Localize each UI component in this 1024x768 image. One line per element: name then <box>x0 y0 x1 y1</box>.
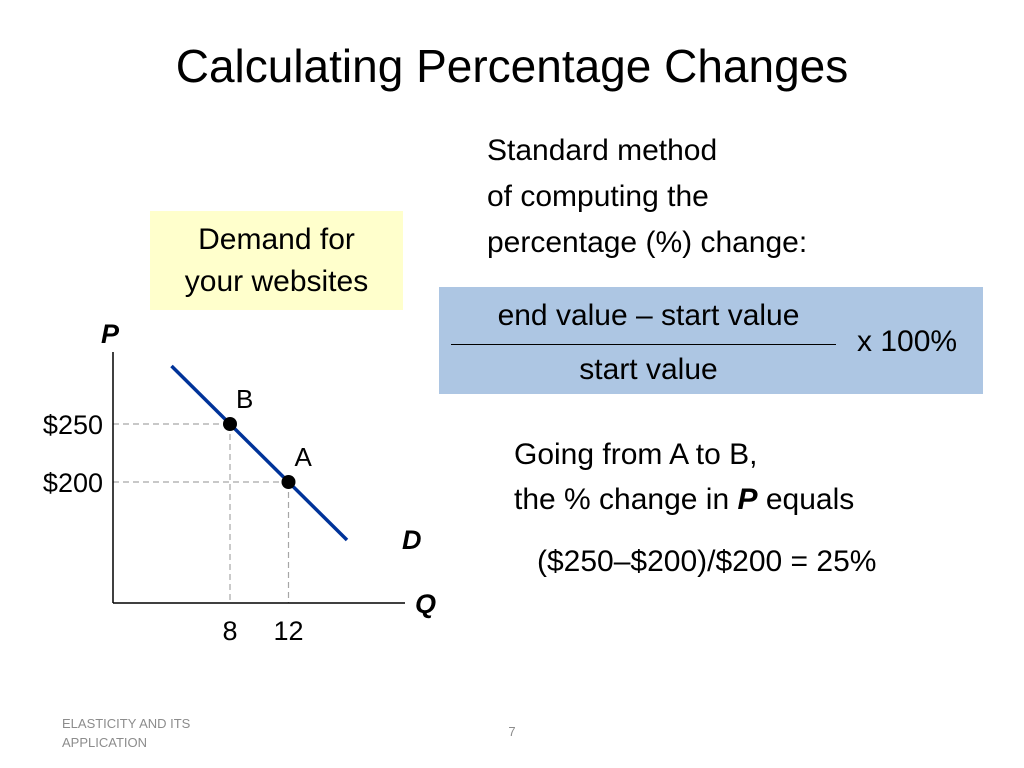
standard-method-text: Standard method of computing the percent… <box>487 128 807 266</box>
data-point <box>223 417 237 431</box>
slide-title: Calculating Percentage Changes <box>175 40 849 92</box>
series-label: D <box>402 525 422 555</box>
a-to-b-line: the % change in P equals <box>514 477 854 522</box>
demand-caption-line: Demand for <box>198 222 355 256</box>
page-number: 7 <box>508 724 516 739</box>
standard-method-line: Standard method <box>487 134 718 167</box>
standard-method-line: percentage (%) change: <box>487 226 808 259</box>
x-axis-title: Q <box>415 589 436 619</box>
point-label: B <box>236 384 253 414</box>
footer-line: APPLICATION <box>62 735 148 750</box>
fraction-bar <box>451 344 836 345</box>
formula-denominator: start value <box>579 353 718 386</box>
formula-multiplier: x 100% <box>857 325 958 358</box>
percentage-calculation: ($250–$200)/$200 = 25% <box>537 545 877 578</box>
a-to-b-text: Going from A to B, the % change in P equ… <box>514 432 854 522</box>
demand-curve <box>170 364 349 542</box>
footer-text: ELASTICITY AND ITS APPLICATION <box>62 714 190 752</box>
text-fragment: equals <box>757 483 855 516</box>
point-label: A <box>295 442 313 472</box>
x-tick-label: 12 <box>273 616 303 646</box>
data-point <box>281 475 296 489</box>
text-fragment: the % change in <box>514 483 738 516</box>
standard-method-line: of computing the <box>487 180 709 213</box>
y-axis-title: P <box>101 319 120 349</box>
percentage-formula-box: end value – start value start value x 10… <box>439 287 983 394</box>
y-tick-label: $200 <box>43 468 103 498</box>
x-tick-label: 8 <box>222 616 237 646</box>
demand-caption-box: Demand for your websites <box>150 211 403 310</box>
formula-numerator: end value – start value <box>497 299 800 332</box>
demand-caption-line: your websites <box>184 264 369 298</box>
footer-line: ELASTICITY AND ITS <box>62 716 191 731</box>
price-variable: P <box>737 483 758 516</box>
y-tick-label: $250 <box>43 410 103 440</box>
a-to-b-line: Going from A to B, <box>514 438 758 471</box>
